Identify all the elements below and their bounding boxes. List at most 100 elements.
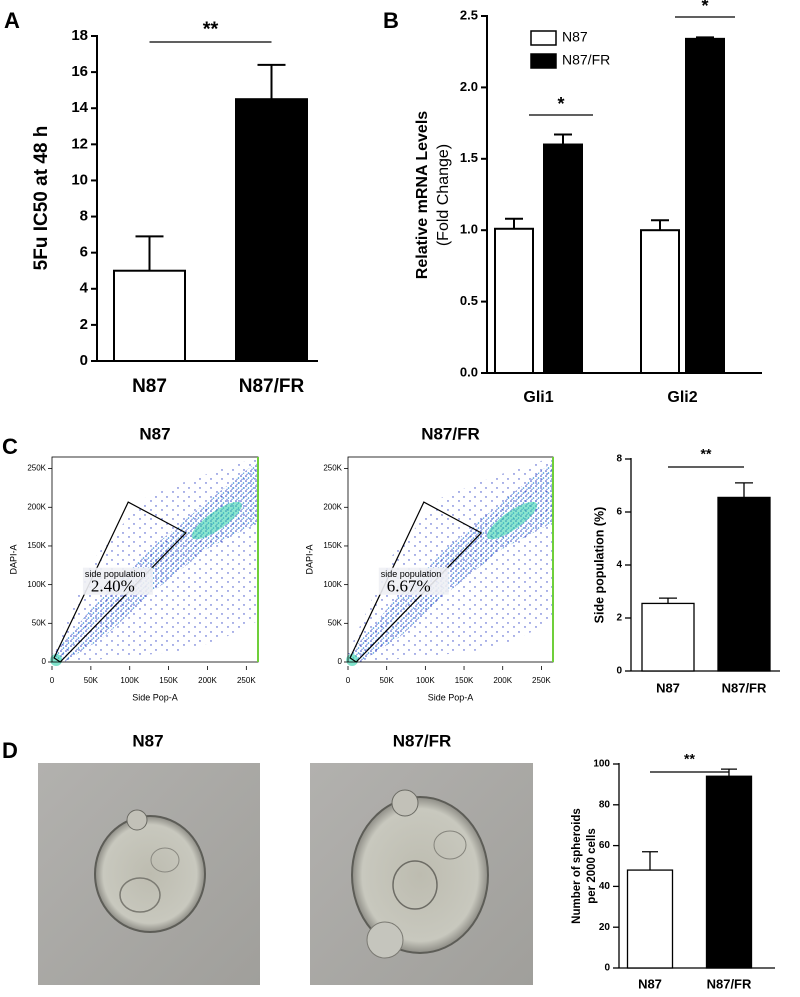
- y-axis-label: DAPI-A: [304, 544, 314, 574]
- error-bar: [721, 768, 737, 777]
- y-tick-label: 12: [71, 135, 88, 152]
- y-tick-label: 0: [338, 657, 343, 666]
- error-bar: [659, 597, 677, 604]
- x-tick-label: 0: [346, 676, 351, 685]
- y-tick-label: 100K: [27, 580, 46, 589]
- y-tick-label: 14: [71, 99, 88, 116]
- bar: [641, 602, 695, 672]
- x-tick-label: N87: [132, 376, 167, 397]
- bar: [543, 143, 583, 374]
- error-bar: [135, 235, 164, 271]
- gate: [349, 501, 483, 663]
- bar: [626, 869, 674, 969]
- bar: [113, 269, 186, 363]
- y-tick-label: 100: [593, 759, 610, 770]
- x-tick-label: 200K: [198, 676, 217, 685]
- y-tick-label: 20: [599, 922, 611, 933]
- y-axis-label: (Fold Change): [435, 144, 452, 246]
- panel-label: C: [2, 434, 18, 459]
- x-axis-label: Side Pop-A: [132, 692, 178, 702]
- y-axis-label: Number of spheroids: [571, 808, 583, 924]
- y-tick-label: 0.0: [460, 364, 478, 379]
- x-tick-label: 100K: [120, 676, 139, 685]
- gate-value: 2.40%: [91, 577, 135, 596]
- y-tick-label: 50K: [32, 618, 47, 627]
- x-tick-label: Gli2: [667, 389, 697, 406]
- x-tick-label: 50K: [84, 676, 99, 685]
- error-bar: [651, 219, 669, 231]
- scatter-cloud: [348, 461, 553, 662]
- y-tick-label: 200K: [323, 502, 342, 511]
- x-tick-label: N87/FR: [239, 376, 305, 397]
- scatter-density: [486, 501, 538, 540]
- y-tick-label: 4: [616, 560, 622, 571]
- y-tick-label: 250K: [27, 464, 46, 473]
- y-tick-label: 250K: [323, 464, 342, 473]
- y-tick-label: 1.0: [460, 222, 478, 237]
- bar: [235, 98, 308, 362]
- x-tick-label: 100K: [416, 676, 435, 685]
- bar: [685, 37, 725, 375]
- x-tick-label: 250K: [237, 676, 256, 685]
- error-bar: [554, 133, 572, 145]
- error-bar: [735, 482, 753, 498]
- panel-label: A: [4, 8, 20, 33]
- y-tick-label: 6: [616, 507, 622, 518]
- y-tick-label: 1.5: [460, 150, 478, 165]
- gate: [53, 501, 187, 663]
- y-tick-label: 0.5: [460, 293, 478, 308]
- y-tick-label: 8: [80, 208, 88, 225]
- gate-label-box: [82, 567, 153, 595]
- significance-label: **: [701, 446, 712, 462]
- image-title: N87/FR: [393, 731, 452, 750]
- y-tick-label: 10: [71, 171, 88, 188]
- error-bar: [505, 217, 523, 229]
- y-axis-label: DAPI-A: [8, 544, 18, 574]
- y-axis-label: 5Fu IC50 at 48 h: [31, 126, 52, 271]
- panel-label: B: [383, 8, 399, 33]
- microscopy-image: [310, 763, 533, 985]
- x-tick-label: 200K: [493, 676, 512, 685]
- x-tick-label: N87: [638, 976, 662, 991]
- y-tick-label: 0: [80, 352, 88, 369]
- y-tick-label: 0: [616, 666, 622, 677]
- x-tick-label: 250K: [532, 676, 551, 685]
- y-tick-label: 0: [42, 657, 47, 666]
- plot-title: N87/FR: [421, 424, 480, 443]
- y-tick-label: 16: [71, 63, 88, 80]
- y-tick-label: 60: [599, 840, 611, 851]
- x-tick-label: N87/FR: [722, 680, 767, 695]
- x-tick-label: N87: [656, 680, 680, 695]
- bar: [705, 775, 753, 969]
- y-tick-label: 2.5: [460, 7, 478, 22]
- legend-swatch: [530, 30, 557, 46]
- bar: [494, 227, 534, 374]
- image-title: N87: [132, 731, 163, 750]
- gate-value: 6.67%: [387, 577, 431, 596]
- y-tick-label: 80: [599, 799, 611, 810]
- x-tick-label: N87/FR: [707, 976, 752, 991]
- y-axis-label: per 2000 cells: [586, 828, 598, 903]
- scatter-cloud: [52, 461, 258, 662]
- x-tick-label: 0: [50, 676, 55, 685]
- y-axis-label: Side population (%): [592, 507, 606, 624]
- significance-label: *: [557, 94, 564, 114]
- scatter-density: [191, 501, 242, 540]
- legend-swatch: [530, 53, 557, 69]
- y-tick-label: 18: [71, 27, 88, 44]
- y-tick-label: 150K: [323, 541, 342, 550]
- y-tick-label: 50K: [328, 618, 343, 627]
- bar: [717, 496, 771, 672]
- x-tick-label: 50K: [380, 676, 395, 685]
- gate-label-box: [378, 567, 449, 595]
- x-tick-label: Gli1: [523, 389, 553, 406]
- y-tick-label: 200K: [27, 502, 46, 511]
- y-tick-label: 2.0: [460, 79, 478, 94]
- bar: [640, 229, 680, 374]
- y-tick-label: 8: [616, 454, 622, 465]
- y-tick-label: 40: [599, 881, 611, 892]
- y-tick-label: 100K: [323, 580, 342, 589]
- y-tick-label: 4: [80, 280, 89, 297]
- error-bar: [642, 851, 658, 871]
